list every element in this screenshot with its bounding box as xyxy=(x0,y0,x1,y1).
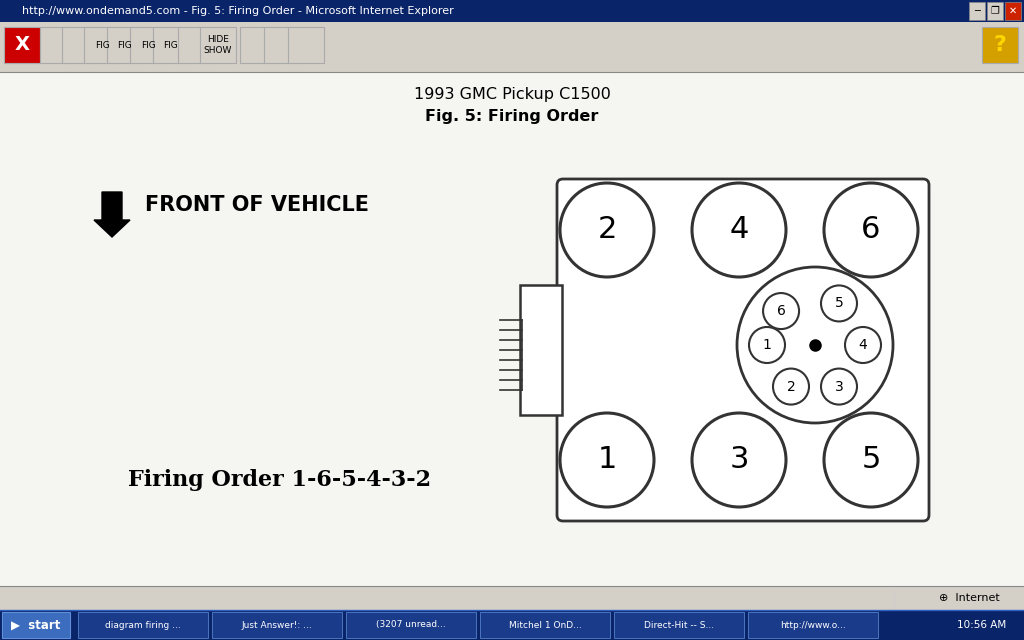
Bar xyxy=(1005,2,1021,20)
Bar xyxy=(4,27,40,63)
Text: Fig. 5: Firing Order: Fig. 5: Firing Order xyxy=(425,109,599,124)
Circle shape xyxy=(749,327,785,363)
Text: http://www.ondemand5.com - Fig. 5: Firing Order - Microsoft Internet Explorer: http://www.ondemand5.com - Fig. 5: Firin… xyxy=(22,6,454,16)
Bar xyxy=(212,612,342,638)
Bar xyxy=(178,27,214,63)
Text: 4: 4 xyxy=(729,216,749,244)
Text: FRONT OF VEHICLE: FRONT OF VEHICLE xyxy=(145,195,369,215)
Bar xyxy=(78,612,208,638)
Text: 4: 4 xyxy=(859,338,867,352)
Bar xyxy=(480,612,610,638)
Bar xyxy=(153,27,189,63)
Text: 2: 2 xyxy=(786,380,796,394)
Text: http://www.o...: http://www.o... xyxy=(780,621,846,630)
Text: 6: 6 xyxy=(861,216,881,244)
Circle shape xyxy=(824,413,918,507)
Text: 1993 GMC Pickup C1500: 1993 GMC Pickup C1500 xyxy=(414,86,610,102)
Bar xyxy=(40,27,76,63)
Polygon shape xyxy=(94,192,130,237)
Circle shape xyxy=(737,267,893,423)
Circle shape xyxy=(560,413,654,507)
Bar xyxy=(894,587,1024,609)
Text: Direct-Hit -- S...: Direct-Hit -- S... xyxy=(644,621,714,630)
Bar xyxy=(0,610,1024,640)
FancyBboxPatch shape xyxy=(557,179,929,521)
Text: ?: ? xyxy=(993,35,1007,55)
Text: 1: 1 xyxy=(597,445,616,474)
Bar xyxy=(4,27,40,63)
Circle shape xyxy=(821,285,857,321)
Bar xyxy=(0,22,1024,72)
Bar xyxy=(106,27,143,63)
Text: ▶  start: ▶ start xyxy=(11,618,60,632)
Bar xyxy=(982,27,1018,63)
Bar xyxy=(748,612,878,638)
Text: FIG: FIG xyxy=(140,40,156,49)
Text: 6: 6 xyxy=(776,304,785,318)
Circle shape xyxy=(824,183,918,277)
Text: 5: 5 xyxy=(861,445,881,474)
Text: ─: ─ xyxy=(974,6,980,16)
Circle shape xyxy=(692,413,786,507)
Bar xyxy=(240,27,276,63)
Bar xyxy=(0,72,1024,586)
Bar xyxy=(346,612,476,638)
Bar xyxy=(84,27,120,63)
Bar xyxy=(200,27,236,63)
Text: FIG: FIG xyxy=(164,40,178,49)
Text: HIDE
SHOW: HIDE SHOW xyxy=(204,35,232,54)
Text: Just Answer!: ...: Just Answer!: ... xyxy=(242,621,312,630)
Bar xyxy=(520,285,562,415)
Bar xyxy=(0,586,1024,610)
Text: 10:56 AM: 10:56 AM xyxy=(957,620,1007,630)
Text: ❐: ❐ xyxy=(990,6,999,16)
Text: ⊕  Internet: ⊕ Internet xyxy=(939,593,999,603)
Text: 2: 2 xyxy=(597,216,616,244)
Bar xyxy=(0,0,1024,22)
Bar xyxy=(969,2,985,20)
Bar xyxy=(614,612,744,638)
Circle shape xyxy=(763,293,799,329)
Circle shape xyxy=(821,369,857,404)
Text: Firing Order 1-6-5-4-3-2: Firing Order 1-6-5-4-3-2 xyxy=(128,469,431,491)
Text: 3: 3 xyxy=(835,380,844,394)
Bar xyxy=(264,27,300,63)
Circle shape xyxy=(560,183,654,277)
Bar xyxy=(288,27,324,63)
Bar xyxy=(2,612,70,638)
Text: FIG: FIG xyxy=(94,40,110,49)
Text: ✕: ✕ xyxy=(1009,6,1017,16)
Text: Mitchel 1 OnD...: Mitchel 1 OnD... xyxy=(509,621,582,630)
Circle shape xyxy=(773,369,809,404)
Text: FIG: FIG xyxy=(118,40,132,49)
Text: X: X xyxy=(14,35,30,54)
Circle shape xyxy=(845,327,881,363)
Bar xyxy=(987,2,1002,20)
Circle shape xyxy=(692,183,786,277)
Text: diagram firing ...: diagram firing ... xyxy=(105,621,181,630)
Bar xyxy=(130,27,166,63)
Text: 1: 1 xyxy=(763,338,771,352)
Text: (3207 unread...: (3207 unread... xyxy=(376,621,445,630)
Text: 5: 5 xyxy=(835,296,844,310)
Text: 3: 3 xyxy=(729,445,749,474)
Bar xyxy=(62,27,98,63)
